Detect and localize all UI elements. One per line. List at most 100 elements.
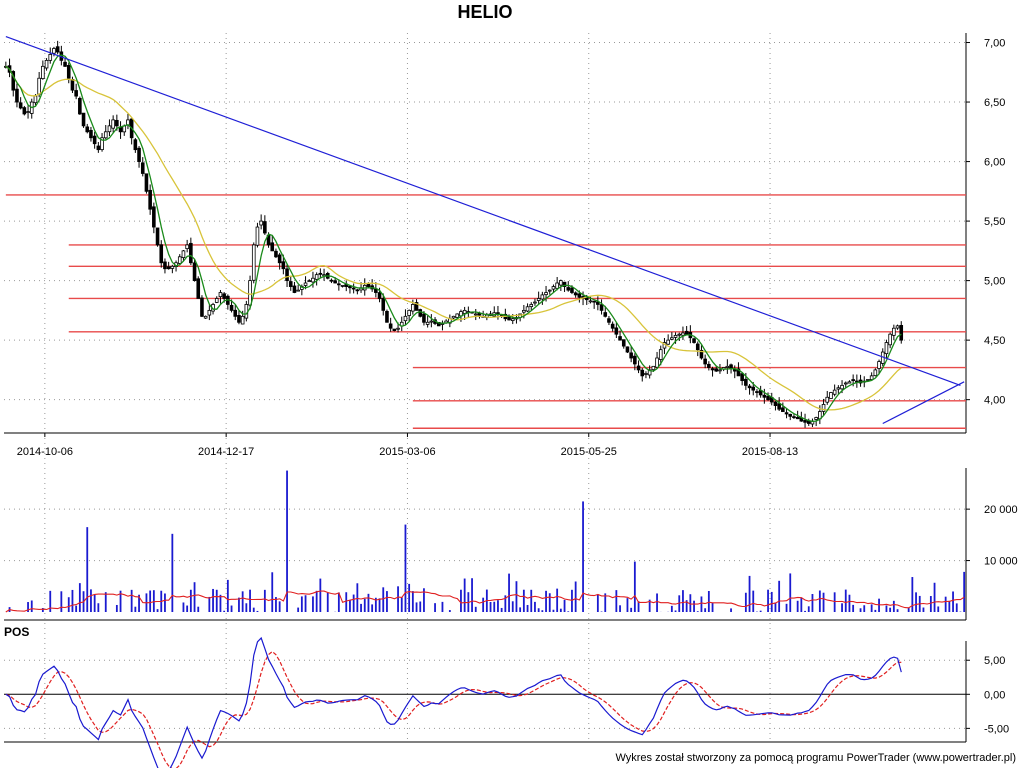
candle-body — [784, 412, 789, 415]
candle-body — [214, 298, 219, 303]
candle-body — [189, 242, 193, 264]
candle-body — [547, 289, 552, 292]
volume-bar — [952, 591, 954, 612]
volume-bar — [800, 597, 803, 612]
volume-bar — [626, 598, 629, 612]
volume-bar — [382, 587, 385, 612]
volume-bar — [497, 600, 499, 612]
candle-body — [318, 272, 323, 275]
volume-bar — [219, 594, 222, 612]
candle-body — [203, 315, 208, 319]
candle-body — [744, 378, 748, 386]
volume-bar — [471, 578, 473, 612]
candle-body — [573, 292, 578, 296]
candle-body — [766, 395, 770, 401]
volume-bar — [807, 606, 810, 612]
candle-body — [610, 323, 615, 329]
volume-bar — [870, 604, 873, 612]
volume-bar — [674, 610, 677, 612]
candle-body — [614, 327, 619, 335]
volume-bar — [744, 592, 747, 612]
volume-bar — [789, 573, 792, 612]
volume-bar — [297, 607, 300, 612]
candle-body — [869, 375, 874, 380]
volume-bar — [286, 470, 288, 612]
volume-bar — [530, 589, 533, 612]
volume-bar — [696, 611, 699, 612]
price-y-tick-label: 4,50 — [984, 335, 1005, 347]
volume-bar — [363, 598, 366, 612]
volume-bar — [256, 610, 259, 612]
candle-body — [462, 309, 467, 314]
volume-bar — [633, 561, 636, 612]
candle-body — [536, 298, 541, 301]
candle-body — [303, 282, 308, 286]
volume-bar — [922, 607, 925, 612]
candle-body — [296, 289, 300, 292]
candle-body — [396, 327, 400, 330]
candle-body — [422, 313, 426, 323]
candle-body — [695, 343, 700, 351]
x-tick-label: 2014-10-06 — [17, 446, 73, 458]
price-y-tick-label: 6,50 — [984, 97, 1005, 109]
candle-body — [781, 407, 785, 412]
volume-bar — [223, 610, 226, 612]
candle-body — [37, 77, 41, 95]
candle-body — [152, 206, 156, 228]
candle-body — [48, 54, 53, 61]
volume-bar — [604, 593, 607, 612]
volume-bar — [822, 592, 825, 612]
candle-body — [633, 355, 637, 365]
volume-bar — [545, 590, 547, 612]
volume-bar — [419, 601, 422, 612]
candle-body — [544, 292, 548, 296]
candle-body — [229, 304, 234, 311]
candle-body — [762, 394, 767, 398]
volume-bar — [574, 581, 577, 612]
volume-bar — [678, 595, 681, 612]
volume-bar — [796, 600, 799, 612]
candle-body — [392, 328, 397, 332]
volume-bar — [252, 607, 255, 612]
candle-body — [718, 369, 722, 372]
volume-bar — [863, 605, 866, 612]
volume-bar — [559, 608, 562, 612]
volume-bar — [937, 606, 940, 612]
candle-body — [621, 339, 626, 347]
candle-body — [821, 404, 826, 412]
volume-bar — [785, 603, 788, 612]
volume-bar — [371, 604, 374, 612]
volume-bar — [134, 606, 137, 612]
candle-body — [603, 312, 608, 317]
candle-body — [751, 386, 756, 391]
candle-body — [588, 300, 593, 303]
pos-panel-label: POS — [4, 625, 29, 639]
volume-bar — [955, 603, 958, 612]
candle-body — [559, 280, 563, 286]
downtrend-line — [5, 36, 961, 386]
candle-body — [307, 280, 312, 283]
volume-bar — [130, 589, 133, 612]
candle-body — [333, 280, 337, 284]
volume-bar — [515, 581, 518, 612]
volume-bar — [511, 601, 514, 612]
volume-bar — [90, 589, 92, 612]
volume-y-tick-label: 20 000 — [984, 504, 1018, 516]
candle-body — [70, 79, 75, 91]
volume-bar — [71, 589, 74, 612]
volume-bar — [700, 596, 703, 612]
volume-bar — [948, 600, 951, 612]
volume-bar — [748, 575, 751, 612]
volume-bar — [730, 608, 732, 612]
sma-slow-line — [5, 65, 902, 411]
volume-bar — [596, 594, 599, 612]
volume-bar — [86, 527, 89, 612]
volume-bar — [182, 602, 185, 612]
candle-body — [337, 283, 341, 286]
candle-body — [192, 262, 197, 282]
pos-y-tick-label: 0,00 — [984, 689, 1005, 701]
volume-bar — [271, 572, 274, 612]
candle-body — [566, 287, 571, 291]
candle-body — [740, 373, 744, 382]
candle-body — [525, 306, 530, 312]
